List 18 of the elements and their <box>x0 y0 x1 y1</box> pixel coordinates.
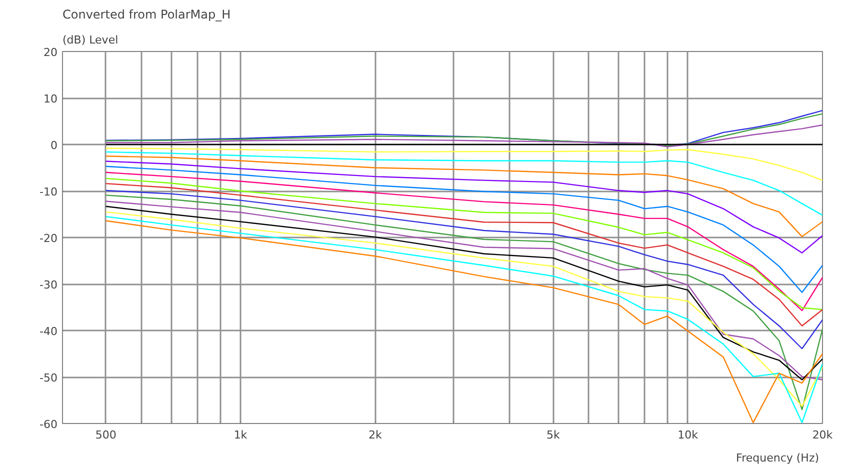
x-tick-label: 10k <box>678 428 699 442</box>
x-tick-label: 500 <box>95 428 116 442</box>
y-tick-label: -50 <box>40 372 58 384</box>
y-tick-label: -30 <box>40 278 58 292</box>
y-axis-title: (dB) Level <box>62 34 118 46</box>
y-tick-label: -20 <box>40 232 58 245</box>
chart-title: Converted from PolarMap_H <box>62 8 231 22</box>
y-tick-label: 0 <box>50 139 58 152</box>
y-tick-label: -10 <box>40 186 58 198</box>
x-tick-label: 1k <box>234 428 248 442</box>
x-tick-label: 20k <box>812 428 834 442</box>
x-tick-label: 2k <box>368 428 382 442</box>
y-tick-label: -60 <box>40 418 58 431</box>
y-tick-label: 10 <box>44 92 58 106</box>
y-tick-label: 20 <box>44 46 58 59</box>
y-tick-label: -40 <box>40 325 58 338</box>
x-tick-label: 5k <box>546 428 560 442</box>
x-axis-title: Frequency (Hz) <box>736 452 820 464</box>
